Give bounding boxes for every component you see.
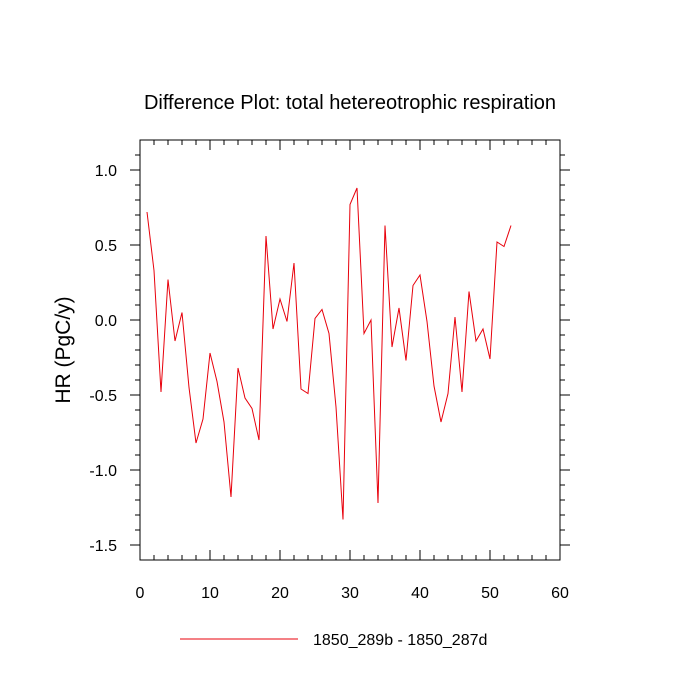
y-tick-label: -0.5 <box>89 388 117 405</box>
axis-ticks <box>130 140 570 560</box>
plot-frame <box>139 139 561 561</box>
legend-label: 1850_289b - 1850_287d <box>313 632 487 649</box>
series-line <box>146 187 512 520</box>
x-tick-label: 20 <box>271 585 289 602</box>
y-tick-label: 1.0 <box>95 163 117 180</box>
x-tick-label: 30 <box>341 585 359 602</box>
y-axis-label: HR (PgC/y) <box>52 296 75 403</box>
x-tick-label: 10 <box>201 585 219 602</box>
x-tick-label: 0 <box>136 585 145 602</box>
y-tick-label: 0.5 <box>95 238 117 255</box>
data-series <box>146 187 512 520</box>
x-tick-label: 40 <box>411 585 429 602</box>
x-tick-label: 50 <box>481 585 499 602</box>
y-tick-label: 0.0 <box>95 313 117 330</box>
chart-title: Difference Plot: total hetereotrophic re… <box>144 92 556 114</box>
y-tick-label: -1.0 <box>89 463 117 480</box>
y-tick-label: -1.5 <box>89 538 117 555</box>
x-tick-label: 60 <box>551 585 569 602</box>
tick-labels: 0 10 20 30 40 50 60 -1.5 -1.0 -0.5 0.0 0.5 1.0 <box>89 163 569 602</box>
legend: 1850_289b - 1850_287d <box>180 632 487 649</box>
